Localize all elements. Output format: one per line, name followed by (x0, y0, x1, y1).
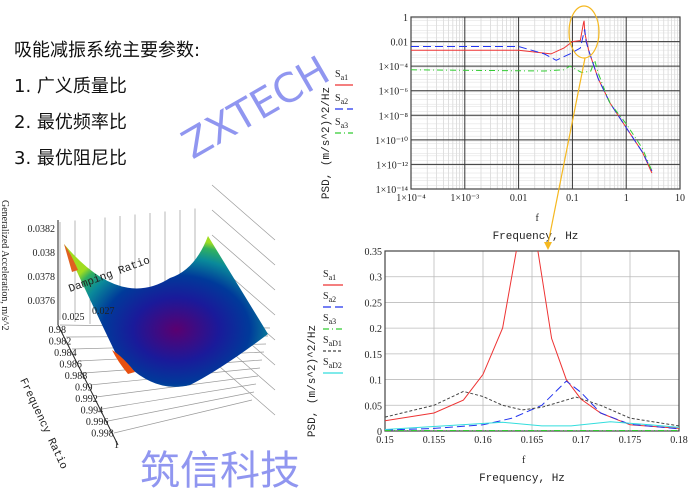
grid3d-line (107, 391, 255, 422)
legend-sub: aD2 (329, 361, 342, 370)
legend-label: Sa1 (335, 69, 348, 82)
x-tick-label: 0.155 (423, 435, 446, 446)
x-tick-label: 0.16 (474, 435, 492, 446)
plot-frame (410, 16, 681, 190)
legend-label: Sa1 (323, 269, 336, 282)
x-variable: f (522, 455, 526, 466)
y-tick-label: 1×10⁻¹⁴ (376, 185, 409, 196)
surface-plot: 0.03820.0380.03780.03760.980.9820.9840.9… (0, 184, 276, 471)
y-tick-label: 0 (377, 427, 382, 438)
y-tick-label: 0.3 (370, 273, 383, 284)
x-tick: 0.025 (62, 312, 85, 323)
y-tick-label: 0.05 (365, 401, 383, 412)
arrow-head (544, 242, 552, 250)
y-tick-label: 0.996 (86, 417, 109, 428)
x-axis-label: Frequency, Hz (493, 231, 579, 243)
x-tick: 0.027 (92, 306, 115, 317)
list-item: 1. 广义质量比 (14, 76, 127, 97)
y-tick-label: 0.992 (75, 394, 98, 405)
slide-title: 吸能减振系统主要参数: (14, 40, 201, 61)
legend-label: Sa3 (335, 117, 348, 130)
y-tick-label: 0.988 (65, 371, 88, 382)
x-tick-label: 1×10⁻³ (450, 193, 479, 204)
x-axis-label: Frequency, Hz (479, 473, 565, 485)
legend-label: SaD1 (323, 335, 342, 348)
y-tick-label: 0.2 (370, 324, 383, 335)
x-tick-label: 0.15 (376, 435, 394, 446)
legend-sub: a3 (341, 121, 349, 130)
y-axis-line (57, 324, 119, 446)
x-tick-label: 0.17 (572, 435, 590, 446)
y-tick-label: 1 (403, 13, 408, 24)
legend-label: Sa2 (323, 291, 336, 304)
surface-highlight (64, 244, 78, 272)
y-tick-label: 0.982 (49, 337, 72, 348)
series-line-SaD2 (385, 421, 679, 430)
grid3d-line (211, 209, 276, 266)
z-tick-label: 0.0382 (28, 224, 56, 235)
legend-label: SaD2 (323, 357, 342, 370)
grid3d-line (211, 359, 276, 416)
y-tick-label: 1×10⁻⁶ (379, 87, 409, 98)
series-line-Sa2 (385, 380, 679, 431)
legend-label: Sa2 (335, 93, 348, 106)
grid3d-line (101, 383, 257, 410)
series-line-Sa2 (411, 29, 653, 172)
y-tick-label: 0.986 (59, 360, 82, 371)
x-tick-label: 0.18 (670, 435, 688, 446)
series-line-Sa3 (411, 58, 653, 172)
x-tick-label: 1×10⁻⁴ (396, 193, 426, 204)
y-tick-label: 0.98 (49, 325, 67, 336)
x-tick-label: 0.165 (521, 435, 544, 446)
y-tick-label: 0.998 (91, 429, 114, 440)
y-tick-label: 0.984 (54, 348, 77, 359)
x-variable: f (536, 213, 540, 224)
zoom-arrow-line (547, 57, 586, 245)
list-item: 2. 最优频率比 (14, 112, 127, 133)
y-tick-label: 0.01 (391, 38, 409, 49)
surface (64, 236, 268, 387)
z-tick-label: 0.0378 (28, 272, 56, 283)
y-tick-label: 0.25 (365, 298, 383, 309)
surface-highlight (112, 350, 135, 374)
y-tick-label: 0.994 (81, 406, 104, 417)
y-axis-label: PSD, (m/s^2)^2/Hz (321, 87, 333, 199)
y-tick-label: 1×10⁻¹⁰ (375, 136, 408, 147)
y-tick-label: 1 (114, 440, 119, 451)
y-tick-label: 0.35 (365, 247, 383, 258)
legend-label: Sa3 (323, 313, 336, 326)
y-tick-label: 1×10⁻¹² (376, 160, 408, 171)
x-tick-label: 1 (624, 193, 629, 204)
z-axis-label: Generalized Acceleration, m/s^2 (0, 200, 10, 330)
z-tick-label: 0.0376 (28, 296, 56, 307)
x-tick-label: 0.175 (619, 435, 642, 446)
x-tick-label: 10 (675, 193, 685, 204)
y-tick-label: 0.1 (370, 376, 383, 387)
grid3d-line (211, 184, 276, 241)
grid3d-line (113, 399, 253, 434)
series-line-Sa1 (385, 251, 517, 422)
series-line-SaD1 (385, 390, 679, 427)
legend-sub: aD1 (329, 339, 342, 348)
y-axis-label: PSD, (m/s^2)^2/Hz (307, 325, 319, 437)
y-tick-label: 0.99 (75, 383, 93, 394)
list-item: 3. 最优阻尼比 (14, 148, 127, 169)
z-tick-label: 0.038 (33, 248, 56, 259)
x-tick-label: 0.1 (566, 193, 579, 204)
highlight-circle (568, 5, 600, 59)
legend-sub: a2 (341, 97, 349, 106)
watermark-cn: 筑信科技 (140, 448, 300, 494)
y-tick-label: 0.15 (365, 350, 383, 361)
x-tick-label: 0.01 (510, 193, 528, 204)
series-line-Sa1 (411, 20, 653, 174)
legend-sub: a3 (329, 317, 337, 326)
legend-sub: a1 (329, 273, 337, 282)
y-tick-label: 1×10⁻⁴ (379, 62, 409, 73)
legend-sub: a2 (329, 295, 337, 304)
grid3d-line (211, 234, 276, 291)
y-tick-label: 1×10⁻⁸ (379, 111, 409, 122)
legend-sub: a1 (341, 73, 349, 82)
